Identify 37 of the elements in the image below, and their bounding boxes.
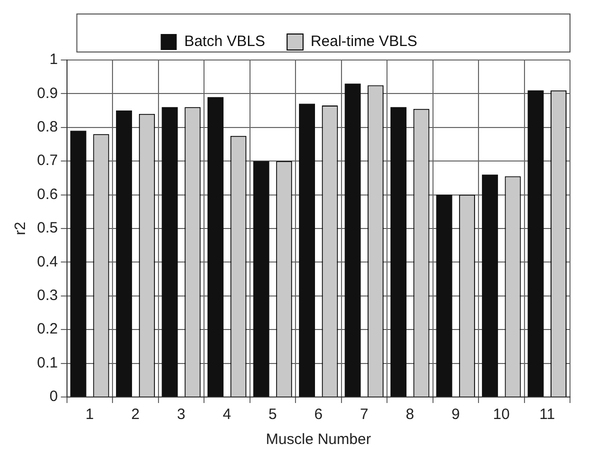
y-axis-title: r2 bbox=[12, 222, 30, 236]
x-tick-label: 1 bbox=[86, 406, 94, 424]
bar bbox=[344, 84, 361, 396]
y-tick-label: 0.4 bbox=[36, 253, 58, 270]
bar bbox=[253, 161, 270, 396]
y-tick-label: 0.1 bbox=[36, 354, 58, 372]
x-axis-title: Muscle Number bbox=[266, 431, 371, 448]
y-tick-label: 1 bbox=[50, 51, 58, 68]
bar bbox=[162, 107, 178, 396]
x-tick-label: 11 bbox=[539, 406, 555, 424]
x-tick-label: 10 bbox=[493, 406, 510, 424]
y-tick-label: 0.6 bbox=[36, 186, 58, 203]
y-tick-label: 0.8 bbox=[36, 118, 58, 136]
bar bbox=[390, 107, 406, 396]
y-tick-label: 0.5 bbox=[36, 220, 58, 237]
legend-label: Real-time VBLS bbox=[310, 33, 418, 50]
bar bbox=[298, 104, 315, 396]
bar bbox=[70, 130, 86, 396]
x-tick-label: 2 bbox=[131, 406, 140, 424]
bar bbox=[116, 110, 132, 396]
y-tick-label: 0 bbox=[50, 388, 58, 406]
bar bbox=[482, 174, 498, 396]
x-tick-label: 5 bbox=[268, 406, 277, 424]
y-tick-label: 0.2 bbox=[36, 320, 58, 338]
x-tick-label: 6 bbox=[314, 406, 323, 424]
bar bbox=[436, 194, 452, 396]
x-tick-label: 8 bbox=[406, 406, 414, 424]
bar bbox=[528, 90, 544, 396]
x-tick-label: 3 bbox=[177, 406, 186, 424]
y-tick-label: 0.3 bbox=[36, 287, 58, 304]
x-tick-label: 9 bbox=[451, 406, 460, 424]
y-tick-label: 0.9 bbox=[36, 84, 58, 102]
y-tick-label: 0.7 bbox=[36, 152, 58, 170]
x-tick-label: 7 bbox=[360, 406, 368, 424]
x-tick-label: 4 bbox=[222, 406, 232, 424]
bar bbox=[208, 97, 224, 396]
legend-label: Batch VBLS bbox=[184, 33, 266, 50]
